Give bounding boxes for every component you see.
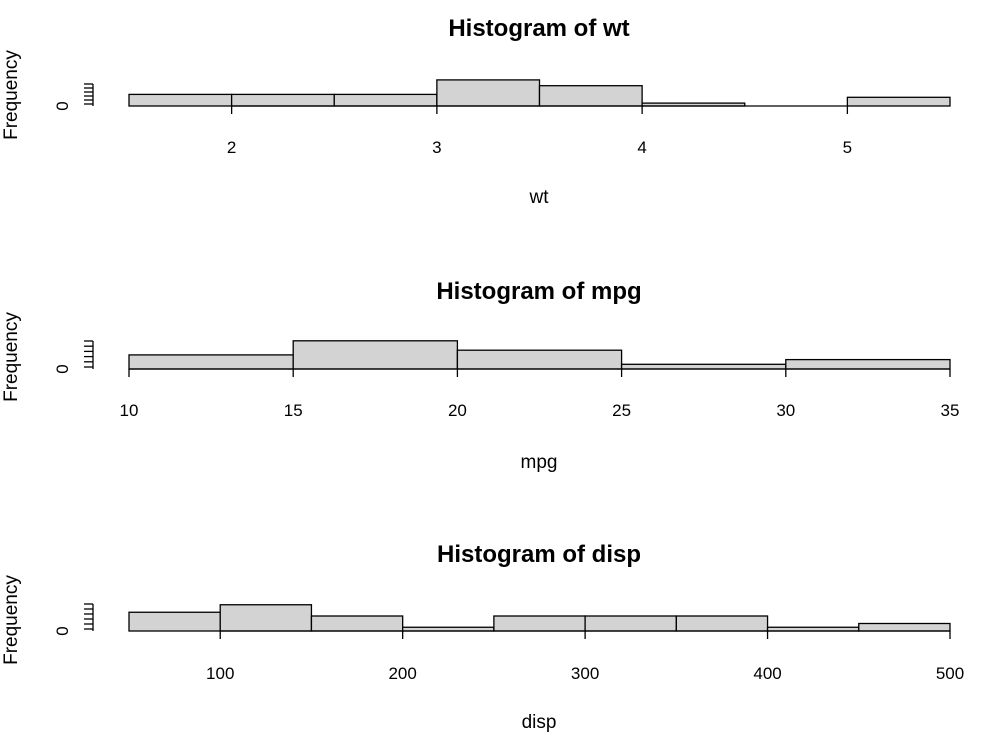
y-tick-label-disp: 0 bbox=[53, 626, 72, 635]
histogram-bar-disp bbox=[128, 611, 221, 632]
x-tick-label-disp: 400 bbox=[753, 664, 781, 683]
x-tick-label-mpg: 10 bbox=[120, 401, 139, 420]
histogram-bar-wt bbox=[436, 79, 541, 107]
x-tick-label-mpg: 20 bbox=[448, 401, 467, 420]
title-mpg: Histogram of mpg bbox=[436, 278, 641, 305]
x-tick-label-disp: 100 bbox=[206, 664, 234, 683]
y-axis-label-mpg: Frequency bbox=[1, 312, 22, 402]
histogram-wt: Histogram of wt wt Frequency 0 2 3 4 5 bbox=[1, 15, 951, 208]
histogram-bar-wt bbox=[128, 93, 233, 107]
x-tick-label-disp: 300 bbox=[571, 664, 599, 683]
histogram-bar-mpg bbox=[785, 358, 951, 370]
histogram-bar-wt bbox=[333, 93, 438, 107]
title-wt: Histogram of wt bbox=[448, 15, 629, 42]
histogram-bar-disp bbox=[310, 615, 404, 632]
histogram-bar-disp bbox=[675, 615, 769, 632]
x-tick-label-mpg: 25 bbox=[612, 401, 631, 420]
x-axis-label-mpg: mpg bbox=[521, 452, 558, 473]
x-tick-label-disp: 200 bbox=[388, 664, 416, 683]
histogram-bar-mpg bbox=[292, 340, 459, 370]
histogram-bar-wt bbox=[846, 96, 951, 107]
x-tick-label-mpg: 30 bbox=[776, 401, 795, 420]
histogram-disp: Histogram of disp disp Frequency 0 100 20… bbox=[1, 541, 964, 733]
histogram-bar-wt bbox=[230, 93, 335, 107]
x-axis-label-wt: wt bbox=[529, 187, 550, 208]
y-axis-label-wt: Frequency bbox=[1, 50, 22, 140]
histogram-bar-mpg bbox=[620, 363, 787, 370]
title-disp: Histogram of disp bbox=[437, 541, 641, 568]
histogram-bar-mpg bbox=[456, 349, 623, 370]
x-tick-label-wt: 5 bbox=[843, 138, 852, 157]
x-tick-label-mpg: 35 bbox=[941, 401, 960, 420]
histogram-bar-disp bbox=[493, 615, 586, 632]
x-tick-label-wt: 2 bbox=[227, 138, 236, 157]
y-tick-label-mpg: 0 bbox=[53, 364, 72, 373]
x-axis-label-disp: disp bbox=[522, 712, 557, 733]
histogram-bar-disp bbox=[584, 615, 677, 632]
histogram-mpg: Histogram of mpg mpg Frequency 0 10 15 20 2… bbox=[1, 278, 959, 473]
x-tick-label-mpg: 15 bbox=[284, 401, 303, 420]
x-tick-label-wt: 3 bbox=[432, 138, 441, 157]
histogram-bar-disp bbox=[219, 604, 313, 632]
x-tick-label-disp: 500 bbox=[936, 664, 964, 683]
histogram-bar-wt bbox=[538, 85, 643, 107]
x-tick-label-wt: 4 bbox=[637, 138, 646, 157]
y-axis-label-disp: Frequency bbox=[1, 575, 22, 665]
histogram-bar-mpg bbox=[128, 354, 294, 370]
y-tick-label-wt: 0 bbox=[53, 101, 72, 110]
histogram-bar-disp bbox=[858, 622, 951, 632]
